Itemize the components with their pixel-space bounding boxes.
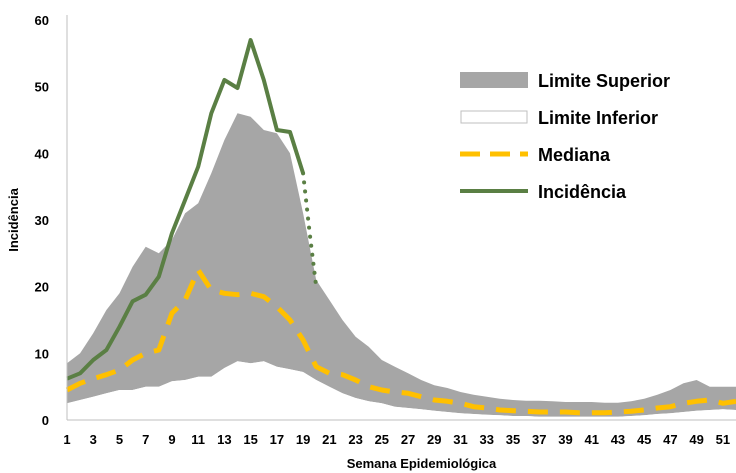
legend-swatch-limite-superior: [460, 72, 528, 88]
y-tick-label: 30: [35, 213, 49, 228]
x-tick-label: 27: [401, 432, 415, 447]
x-tick-label: 15: [243, 432, 257, 447]
y-tick-label: 10: [35, 346, 49, 361]
x-tick-label: 37: [532, 432, 546, 447]
series-incidencia-line: [66, 38, 306, 381]
y-axis-title: Incidência: [6, 187, 21, 251]
y-tick-label: 40: [35, 146, 49, 161]
legend-label: Limite Inferior: [538, 108, 658, 128]
x-tick-label: 43: [611, 432, 625, 447]
x-tick-label: 51: [716, 432, 730, 447]
legend-swatch-limite-inferior: [460, 110, 528, 124]
x-tick-label: 17: [270, 432, 284, 447]
legend-label: Limite Superior: [538, 71, 670, 91]
y-tick-label: 20: [35, 280, 49, 295]
x-axis-title: Semana Epidemiológica: [347, 456, 497, 471]
series-limite-superior-band: [67, 113, 736, 417]
x-tick-label: 1: [63, 432, 70, 447]
legend-label: Mediana: [538, 145, 611, 165]
x-tick-label: 31: [453, 432, 467, 447]
legend: Limite Superior Limite Inferior Mediana Inc…: [460, 71, 670, 202]
x-tick-label: 5: [116, 432, 123, 447]
plot-area: [65, 38, 736, 420]
x-tick-label: 33: [480, 432, 494, 447]
x-tick-label: 47: [663, 432, 677, 447]
axes: [66, 15, 736, 421]
y-tick-label: 60: [35, 13, 49, 28]
y-tick-label: 50: [35, 80, 49, 95]
legend-label: Incidência: [538, 182, 627, 202]
x-tick-labels: 1 3 5 7 9 11 13 15 17 19 21 23 25 27 29 31 33 35 37 39 41 43 4…: [63, 432, 730, 447]
x-tick-label: 35: [506, 432, 520, 447]
x-tick-label: 13: [217, 432, 231, 447]
series-incidencia-dotted: [301, 171, 319, 289]
x-tick-label: 9: [168, 432, 175, 447]
x-tick-label: 3: [90, 432, 97, 447]
y-tick-label: 0: [42, 413, 49, 428]
x-tick-label: 29: [427, 432, 441, 447]
x-tick-label: 11: [191, 432, 205, 447]
x-tick-label: 23: [348, 432, 362, 447]
x-tick-label: 25: [375, 432, 389, 447]
series-limite-inferior-area: [67, 361, 736, 420]
x-tick-label: 45: [637, 432, 651, 447]
x-tick-label: 7: [142, 432, 149, 447]
y-tick-labels: 0 10 20 30 40 50 60: [35, 13, 49, 428]
x-tick-label: 21: [322, 432, 336, 447]
x-tick-label: 39: [558, 432, 572, 447]
x-tick-label: 49: [689, 432, 703, 447]
x-tick-label: 19: [296, 432, 310, 447]
x-tick-label: 41: [584, 432, 598, 447]
series-mediana-line: [65, 267, 736, 416]
